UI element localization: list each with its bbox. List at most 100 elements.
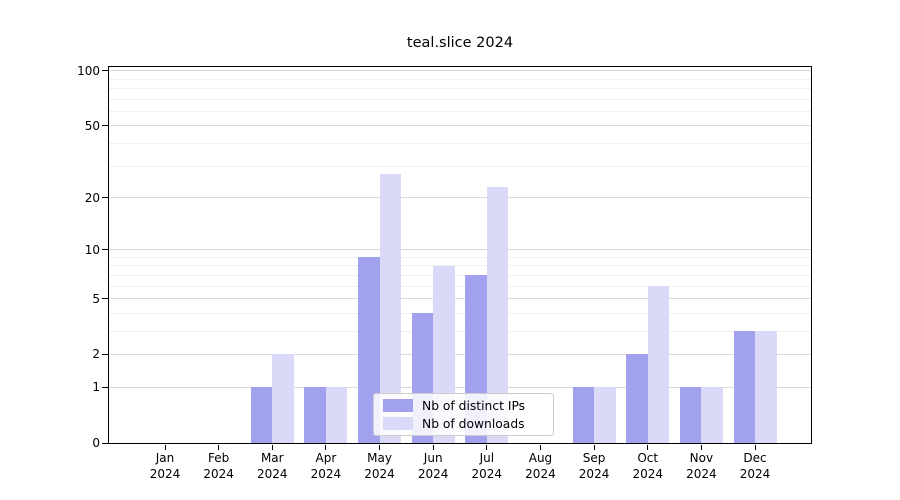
x-tick-label-line: Feb <box>208 451 230 465</box>
y-tick-mark <box>102 386 108 388</box>
y-tick-label: 0 <box>92 436 100 450</box>
bar-downloads <box>701 387 723 443</box>
bar-distinct-ips <box>572 387 595 443</box>
x-tick-label-line: 2024 <box>203 466 234 481</box>
legend-swatch <box>383 417 413 430</box>
bar-downloads <box>325 387 348 443</box>
minor-gridline <box>109 98 811 100</box>
x-tick-label-line: 2024 <box>739 466 771 481</box>
x-tick-label-line: Dec <box>743 451 767 465</box>
minor-gridline <box>109 111 811 113</box>
x-tick-mark <box>539 445 541 450</box>
x-tick-mark <box>218 445 220 450</box>
y-tick-label: 2 <box>92 347 100 362</box>
legend-swatch <box>383 399 413 412</box>
major-gridline <box>109 298 811 300</box>
bar-downloads <box>486 186 509 443</box>
x-tick-mark <box>271 445 273 450</box>
x-tick-mark <box>700 445 702 450</box>
x-tick-label-line: 2024 <box>471 466 503 481</box>
major-gridline <box>109 70 811 72</box>
major-gridline <box>109 386 811 388</box>
x-tick-label-line: Apr <box>315 451 337 465</box>
minor-gridline <box>109 143 811 145</box>
legend-item: Nb of downloads <box>383 417 553 431</box>
bar-downloads <box>379 174 402 443</box>
x-tick-label: Aug 2024 <box>510 451 570 482</box>
x-tick-label-line: 2024 <box>364 466 395 481</box>
bar-downloads <box>594 387 616 443</box>
x-tick-label: Nov 2024 <box>671 451 731 482</box>
x-tick-label-line: 2024 <box>686 466 717 481</box>
major-gridline <box>109 353 811 355</box>
x-tick-label: Dec 2024 <box>725 451 785 482</box>
y-tick-label: 50 <box>84 118 100 133</box>
x-tick-mark <box>164 445 166 450</box>
bars-layer <box>109 67 811 443</box>
major-gridline <box>109 125 811 127</box>
x-tick-label-line: Aug <box>528 451 553 465</box>
bar-downloads <box>272 354 294 443</box>
x-tick-label-line: Mar <box>260 451 284 465</box>
y-tick-mark <box>102 197 108 199</box>
x-tick-label-line: 2024 <box>578 466 610 481</box>
bar-downloads <box>755 331 777 443</box>
major-gridline <box>109 197 811 199</box>
x-tick-label-line: May <box>367 451 392 465</box>
x-tick-label: Jun 2024 <box>403 451 463 482</box>
legend-label: Nb of distinct IPs <box>422 398 526 413</box>
x-tick-label-line: 2024 <box>256 466 288 481</box>
x-tick-label-line: 2024 <box>525 466 556 481</box>
minor-gridline <box>109 165 811 167</box>
y-tick-mark <box>102 70 108 72</box>
x-tick-mark <box>486 445 488 450</box>
x-tick-mark <box>432 445 434 450</box>
y-tick-label: 10 <box>84 242 100 257</box>
x-tick-mark <box>647 445 649 450</box>
chart-title: teal.slice 2024 <box>406 35 514 51</box>
legend-item: Nb of distinct IPs <box>383 399 553 413</box>
minor-gridline <box>109 285 811 287</box>
y-tick-label: 100 <box>77 63 100 78</box>
x-tick-label: Feb 2024 <box>189 451 249 482</box>
x-tick-mark <box>325 445 327 450</box>
y-tick-mark <box>102 125 108 127</box>
x-tick-label: Mar 2024 <box>242 451 302 482</box>
x-tick-mark <box>593 445 595 450</box>
x-tick-label: Sep 2024 <box>564 451 624 482</box>
x-tick-mark <box>379 445 381 450</box>
x-tick-label-line: 2024 <box>417 466 449 481</box>
x-tick-label: Jul 2024 <box>457 451 517 482</box>
minor-gridline <box>109 330 811 332</box>
y-tick-label: 20 <box>84 190 100 205</box>
bar-distinct-ips <box>733 331 755 443</box>
x-tick-label-line: 2024 <box>149 466 181 481</box>
x-tick-label: May 2024 <box>350 451 410 482</box>
x-tick-label-line: 2024 <box>310 466 342 481</box>
x-tick-label-line: Nov <box>689 451 714 465</box>
minor-gridline <box>109 88 811 90</box>
y-tick-mark <box>102 442 108 444</box>
y-tick-mark <box>102 298 108 300</box>
x-tick-label-line: Oct <box>637 451 659 465</box>
major-gridline <box>109 249 811 251</box>
bar-downloads <box>647 286 670 443</box>
x-tick-label-line: Jul <box>479 451 495 465</box>
bar-distinct-ips <box>304 387 326 443</box>
x-tick-label-line: Jan <box>155 451 175 465</box>
minor-gridline <box>109 265 811 267</box>
bar-distinct-ips <box>250 387 273 443</box>
bar-distinct-ips <box>626 354 648 443</box>
x-tick-label: Oct 2024 <box>618 451 678 482</box>
x-tick-label-line: Sep <box>582 451 606 465</box>
minor-gridline <box>109 256 811 258</box>
legend-label: Nb of downloads <box>422 416 525 431</box>
y-tick-mark <box>102 249 108 251</box>
grid-layer <box>109 67 811 443</box>
legend: Nb of distinct IPs Nb of downloads <box>373 393 554 436</box>
minor-gridline <box>109 274 811 276</box>
x-tick-label: Jan 2024 <box>135 451 195 482</box>
y-tick-mark <box>102 353 108 355</box>
x-tick-label: Apr 2024 <box>296 451 356 482</box>
